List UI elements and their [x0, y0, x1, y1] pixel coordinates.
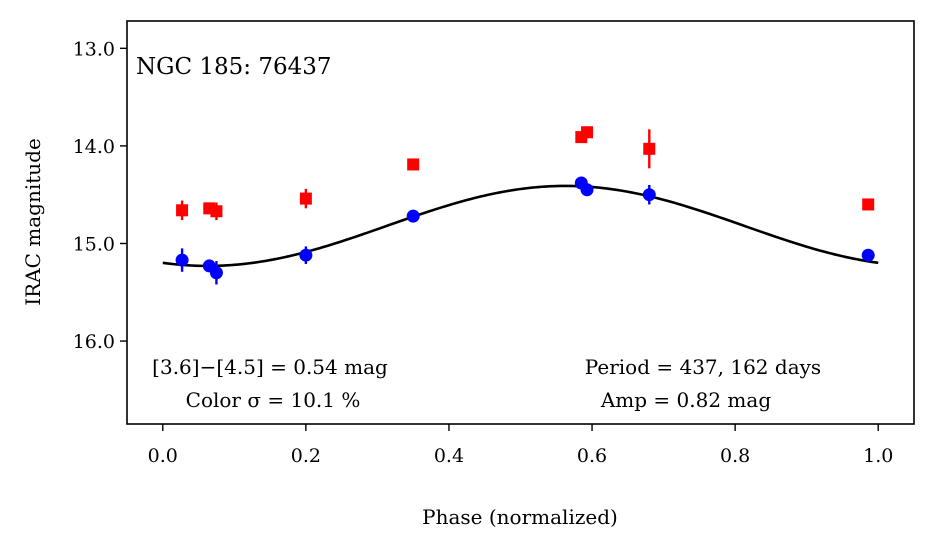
irac-36-point [861, 248, 875, 262]
x-tick-label: 1.0 [863, 445, 893, 467]
y-tick-label: 14.0 [73, 136, 115, 158]
y-tick-label: 13.0 [73, 38, 115, 60]
irac-45-point [581, 126, 594, 139]
x-tick-label: 0.2 [291, 445, 321, 467]
irac-36-point [406, 209, 420, 223]
y-axis-label: IRAC magnitude [21, 138, 45, 306]
period-annotation: Period = 437, 162 days [585, 355, 821, 379]
x-tick-label: 0.8 [720, 445, 750, 467]
chart-title: NGC 185: 76437 [136, 54, 332, 80]
irac-45-point [210, 205, 223, 218]
x-axis-label: Phase (normalized) [422, 505, 618, 529]
irac-36-point [209, 266, 223, 280]
amplitude-annotation: Amp = 0.82 mag [600, 388, 771, 412]
irac-36-point [580, 183, 594, 197]
irac-45-point [862, 198, 875, 211]
fit-curve [162, 184, 879, 268]
color-sigma-annotation: Color σ = 10.1 % [186, 388, 361, 412]
x-tick-label: 0.4 [434, 445, 464, 467]
y-tick-label: 16.0 [73, 331, 115, 353]
irac-36-point [175, 253, 189, 267]
color-difference-annotation: [3.6]−[4.5] = 0.54 mag [152, 355, 388, 379]
irac-45-point [407, 158, 420, 171]
x-tick-label: 0.0 [148, 445, 178, 467]
irac-36-point [642, 188, 656, 202]
irac-45-point [643, 142, 656, 155]
irac-45-point [176, 204, 189, 217]
irac-45-point [299, 192, 312, 205]
x-tick-label: 0.6 [577, 445, 607, 467]
y-tick-label: 15.0 [73, 233, 115, 255]
plot-frame [126, 20, 915, 425]
irac-36-point [299, 248, 313, 262]
